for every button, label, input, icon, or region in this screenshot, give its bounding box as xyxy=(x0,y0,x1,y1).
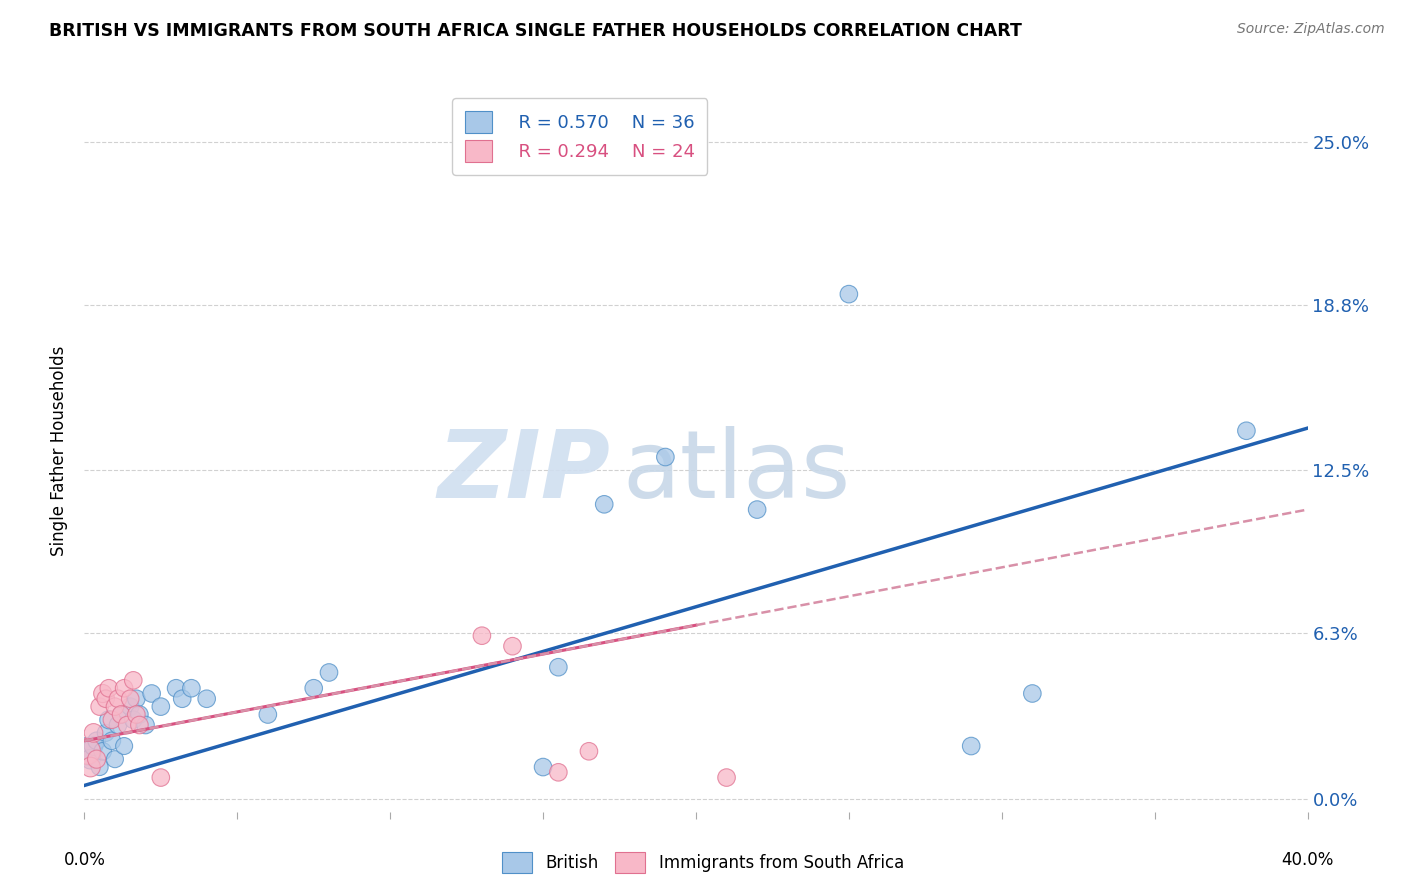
Point xyxy=(91,744,114,758)
Point xyxy=(76,744,98,758)
Point xyxy=(960,739,983,753)
Point xyxy=(302,681,325,696)
Point xyxy=(120,699,142,714)
Point xyxy=(838,287,860,301)
Point xyxy=(149,771,172,785)
Point xyxy=(101,713,124,727)
Text: atlas: atlas xyxy=(623,426,851,518)
Point xyxy=(578,744,600,758)
Point xyxy=(115,718,138,732)
Point xyxy=(1021,686,1043,700)
Point xyxy=(180,681,202,696)
Point xyxy=(531,760,554,774)
Point xyxy=(547,765,569,780)
Point xyxy=(89,760,111,774)
Point xyxy=(172,691,194,706)
Point xyxy=(1236,424,1258,438)
Y-axis label: Single Father Households: Single Father Households xyxy=(51,345,69,556)
Point xyxy=(91,686,114,700)
Point xyxy=(128,707,150,722)
Point xyxy=(195,691,218,706)
Point xyxy=(125,691,148,706)
Point xyxy=(122,673,145,688)
Point xyxy=(94,691,117,706)
Point xyxy=(135,718,157,732)
Point xyxy=(97,681,120,696)
Point xyxy=(112,681,135,696)
Point xyxy=(471,629,494,643)
Point xyxy=(89,699,111,714)
Point xyxy=(747,502,769,516)
Point xyxy=(716,771,738,785)
Point xyxy=(141,686,163,700)
Point xyxy=(110,707,132,722)
Point xyxy=(86,752,108,766)
Point xyxy=(128,718,150,732)
Text: ZIP: ZIP xyxy=(437,426,610,518)
Point xyxy=(165,681,187,696)
Point xyxy=(120,691,142,706)
Point xyxy=(79,760,101,774)
Point xyxy=(149,699,172,714)
Text: 40.0%: 40.0% xyxy=(1281,851,1334,869)
Point xyxy=(97,713,120,727)
Point xyxy=(122,713,145,727)
Point xyxy=(110,707,132,722)
Point xyxy=(125,707,148,722)
Point xyxy=(79,752,101,766)
Point xyxy=(94,726,117,740)
Point xyxy=(547,660,569,674)
Point xyxy=(257,707,280,722)
Point xyxy=(502,639,524,653)
Point xyxy=(104,752,127,766)
Text: BRITISH VS IMMIGRANTS FROM SOUTH AFRICA SINGLE FATHER HOUSEHOLDS CORRELATION CHA: BRITISH VS IMMIGRANTS FROM SOUTH AFRICA … xyxy=(49,22,1022,40)
Point xyxy=(101,733,124,747)
Legend:   R = 0.570    N = 36,   R = 0.294    N = 24: R = 0.570 N = 36, R = 0.294 N = 24 xyxy=(453,98,707,175)
Point xyxy=(593,497,616,511)
Point xyxy=(86,733,108,747)
Point xyxy=(654,450,676,464)
Point xyxy=(83,739,105,753)
Text: 0.0%: 0.0% xyxy=(63,851,105,869)
Point xyxy=(104,699,127,714)
Legend: British, Immigrants from South Africa: British, Immigrants from South Africa xyxy=(495,846,911,880)
Point xyxy=(83,726,105,740)
Point xyxy=(107,718,129,732)
Point xyxy=(76,744,98,758)
Text: Source: ZipAtlas.com: Source: ZipAtlas.com xyxy=(1237,22,1385,37)
Point xyxy=(112,739,135,753)
Point xyxy=(107,691,129,706)
Point xyxy=(318,665,340,680)
